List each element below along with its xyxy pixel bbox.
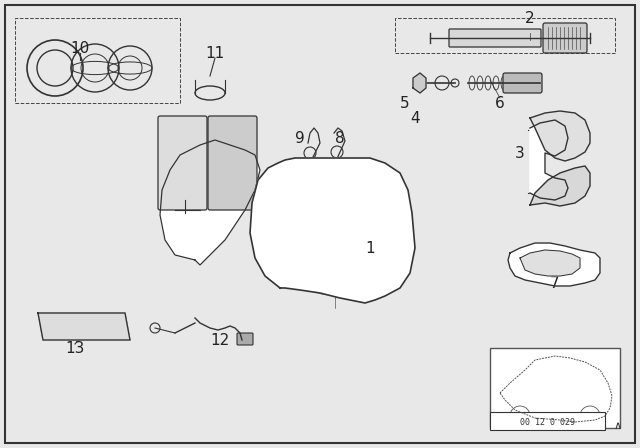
Text: 11: 11: [205, 46, 225, 60]
Bar: [15, 18, 180, 103]
FancyBboxPatch shape: [449, 29, 541, 47]
FancyBboxPatch shape: [158, 116, 207, 210]
Text: 7: 7: [550, 276, 560, 290]
Polygon shape: [38, 313, 130, 340]
Text: 1: 1: [365, 241, 375, 255]
FancyBboxPatch shape: [503, 73, 542, 93]
Polygon shape: [508, 243, 600, 286]
Bar: [490, 412, 605, 430]
FancyBboxPatch shape: [237, 333, 253, 345]
Polygon shape: [160, 140, 260, 265]
Text: 12: 12: [211, 332, 230, 348]
Text: 13: 13: [65, 340, 84, 356]
Text: 3: 3: [515, 146, 525, 160]
Circle shape: [270, 165, 400, 295]
Polygon shape: [250, 158, 415, 303]
Text: 6: 6: [495, 95, 505, 111]
Text: 4: 4: [410, 111, 420, 125]
Text: 00 12 0 029: 00 12 0 029: [520, 418, 575, 426]
Polygon shape: [530, 120, 568, 200]
Polygon shape: [530, 166, 590, 206]
Text: 8: 8: [335, 130, 345, 146]
Text: 5: 5: [400, 95, 410, 111]
Text: ∧: ∧: [614, 421, 622, 431]
Polygon shape: [520, 250, 580, 276]
FancyBboxPatch shape: [208, 116, 257, 210]
Text: 10: 10: [70, 40, 90, 56]
Text: 2: 2: [525, 10, 535, 26]
FancyBboxPatch shape: [543, 23, 587, 53]
Polygon shape: [413, 73, 426, 93]
Bar: [395, 18, 615, 53]
Bar: [490, 348, 620, 428]
Text: 9: 9: [295, 130, 305, 146]
Polygon shape: [530, 111, 590, 161]
